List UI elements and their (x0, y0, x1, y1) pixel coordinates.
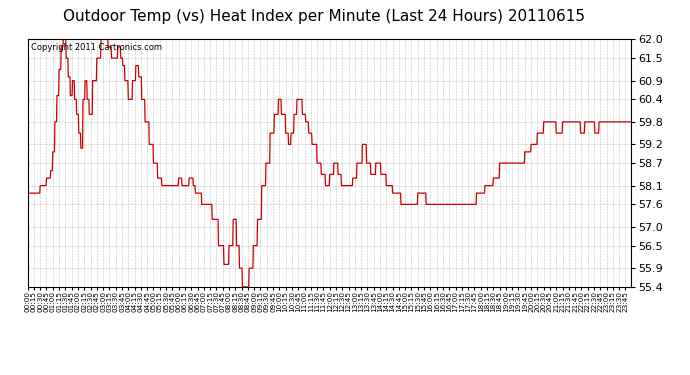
Text: Copyright 2011 Cartronics.com: Copyright 2011 Cartronics.com (30, 43, 161, 52)
Text: Outdoor Temp (vs) Heat Index per Minute (Last 24 Hours) 20110615: Outdoor Temp (vs) Heat Index per Minute … (63, 9, 585, 24)
